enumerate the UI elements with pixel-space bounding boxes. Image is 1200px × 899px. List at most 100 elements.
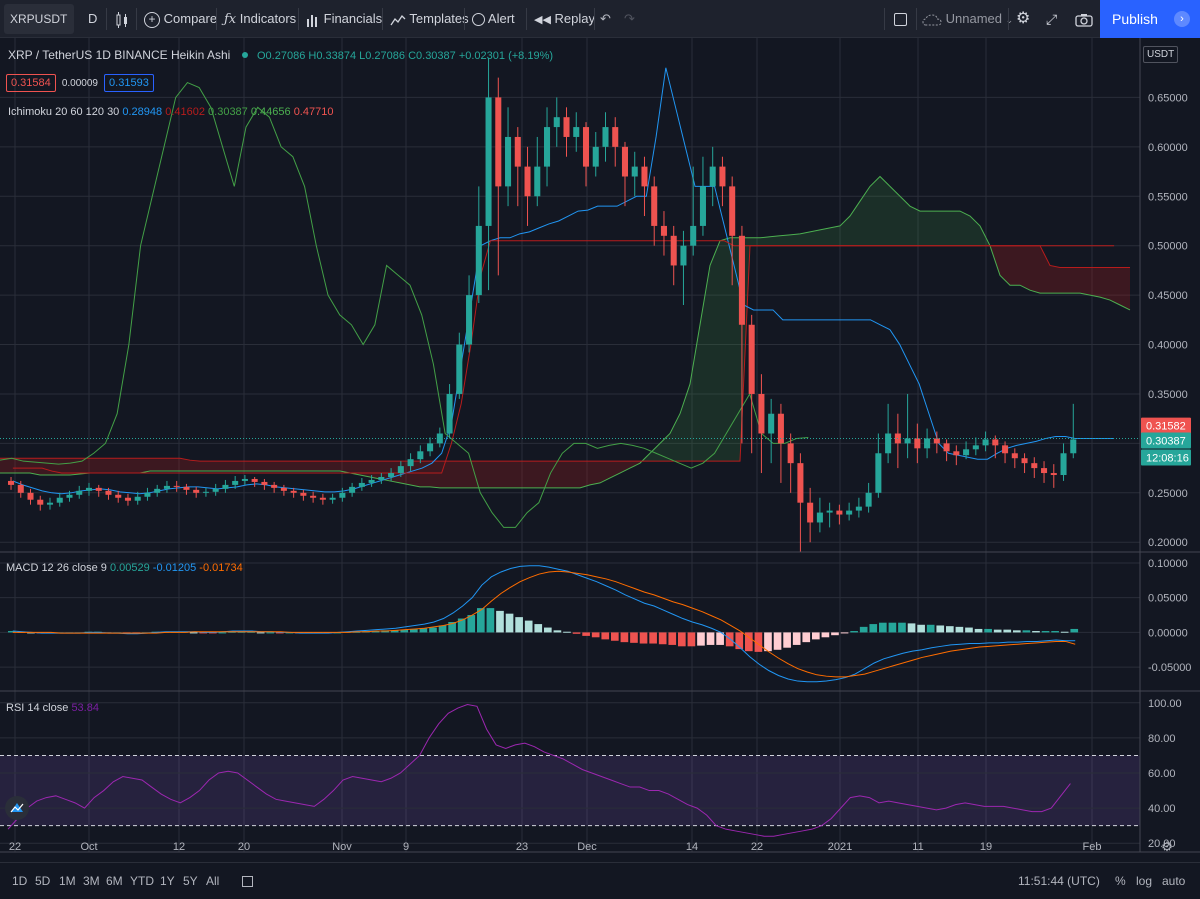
date-range-button[interactable]: [242, 863, 253, 899]
bottom-bar: 1D 5D 1M 3M 6M YTD 1Y 5Y All 11:51:44 (UTC) % lo…: [0, 862, 1200, 899]
candle-body: [183, 486, 190, 490]
cloud-segment: [0, 458, 10, 474]
candle-body: [37, 499, 44, 505]
ask-button[interactable]: 0.31593: [104, 74, 154, 92]
candle-body: [582, 127, 590, 167]
layout-name-button[interactable]: Unnamed ⌄: [922, 0, 1013, 38]
tradingview-logo[interactable]: [5, 796, 29, 820]
cloud-segment: [1070, 267, 1080, 294]
compare-label: Compare: [163, 11, 218, 26]
candle-body: [339, 492, 346, 498]
camera-icon: [1075, 13, 1093, 27]
macd-tick-label: 0.10000: [1148, 558, 1188, 570]
candle-body: [17, 484, 24, 493]
macd-histogram-bar: [850, 631, 858, 633]
alert-label: Alert: [487, 11, 515, 26]
candle-body: [1021, 458, 1028, 464]
candle-body: [982, 439, 989, 446]
settings-button[interactable]: ⚙: [1016, 0, 1030, 38]
macd-histogram-bar: [572, 632, 581, 634]
replay-button[interactable]: ◀◀ Replay: [534, 0, 595, 38]
templates-button[interactable]: Templates: [390, 0, 469, 38]
log-toggle[interactable]: log: [1136, 874, 1153, 888]
range-button-5d[interactable]: 5D: [35, 874, 51, 888]
candle-body: [592, 146, 599, 167]
range-button-ytd[interactable]: YTD: [130, 874, 154, 888]
candle-body: [963, 449, 970, 456]
layout-toggle[interactable]: [894, 0, 907, 38]
range-button-5y[interactable]: 5Y: [183, 874, 198, 888]
percent-toggle[interactable]: %: [1115, 874, 1126, 888]
bar-style-button[interactable]: [114, 0, 130, 38]
kijun-line: [12, 240, 1115, 474]
macd-histogram-bar: [524, 620, 533, 633]
cloud-segment: [910, 206, 920, 246]
fullscreen-button[interactable]: ⤢: [1046, 0, 1057, 38]
compare-button[interactable]: + Compare: [144, 0, 217, 38]
cloud-segment: [1020, 245, 1030, 291]
interval-button[interactable]: D: [88, 11, 98, 26]
chart-canvas[interactable]: 0.10000 0.05000 0.00000 -0.05000 100.00 80.0…: [0, 38, 1200, 862]
time-tick-label: 14: [686, 841, 698, 853]
macd-line-value: -0.01205: [152, 562, 197, 574]
rsi-tick-label: 40.00: [1148, 803, 1176, 815]
candle-body: [865, 492, 872, 507]
cloud-segment: [340, 461, 350, 474]
clock-readout[interactable]: 11:51:44 (UTC): [1018, 874, 1100, 888]
axis-settings-icon: ⚙: [1161, 839, 1173, 854]
macd-legend[interactable]: MACD 12 26 close 9 0.00529 -0.01205 -0.0…: [6, 562, 243, 574]
currency-badge[interactable]: USDT: [1143, 46, 1179, 63]
cloud-segment: [380, 461, 390, 481]
candles-icon: [116, 11, 127, 28]
range-button-6m[interactable]: 6M: [106, 874, 123, 888]
publish-button[interactable]: Publish ›: [1100, 0, 1200, 38]
macd-histogram-bar: [448, 622, 456, 633]
candle-body: [1070, 439, 1077, 454]
symbol-search[interactable]: XRPUSDT: [4, 4, 74, 34]
price-tick-label: 0.20000: [1148, 537, 1188, 549]
redo-icon: ↷: [624, 11, 635, 26]
range-button-1y[interactable]: 1Y: [160, 874, 175, 888]
divider: [916, 8, 917, 30]
alert-button[interactable]: Alert: [472, 0, 515, 38]
chart-area[interactable]: 0.10000 0.05000 0.00000 -0.05000 100.00 80.0…: [0, 38, 1200, 862]
macd-histogram-bar: [419, 628, 428, 633]
redo-button[interactable]: ↷: [624, 0, 635, 38]
range-button-1d[interactable]: 1D: [12, 874, 28, 888]
financials-button[interactable]: Financials: [306, 0, 382, 38]
cloud-segment: [100, 458, 110, 474]
bid-button[interactable]: 0.31584: [6, 74, 56, 92]
cloud-segment: [370, 461, 380, 479]
auto-toggle[interactable]: auto: [1162, 874, 1186, 888]
cloud-segment: [960, 211, 970, 246]
snapshot-button[interactable]: [1075, 0, 1093, 38]
divider: [526, 8, 527, 30]
cloud-segment: [580, 461, 590, 488]
macd-histogram-bar: [582, 632, 590, 636]
rsi-legend[interactable]: RSI 14 close 53.84: [6, 702, 99, 714]
cloud-segment: [540, 461, 550, 488]
macd-histogram-bar: [735, 632, 744, 650]
ichimoku-legend[interactable]: Ichimoku 20 60 120 30 0.28948 0.41602 0.…: [8, 106, 333, 118]
cloud-segment: [650, 443, 660, 462]
candle-body: [719, 166, 726, 187]
plus-circle-icon: +: [144, 11, 160, 28]
cloud-segment: [880, 176, 890, 246]
cloud-segment: [360, 461, 370, 477]
publish-label: Publish: [1112, 11, 1158, 27]
candle-body: [885, 433, 892, 454]
replay-label: Replay: [554, 11, 596, 26]
candle-body: [768, 413, 775, 434]
range-button-all[interactable]: All: [206, 874, 220, 888]
price-tags: 0.31582 0.30387 12:08:16: [1141, 417, 1191, 466]
macd-histogram-bar: [390, 630, 399, 633]
indicators-button[interactable]: ƒx Indicators: [224, 0, 296, 38]
range-button-1m[interactable]: 1M: [59, 874, 76, 888]
macd-histogram-bar: [218, 632, 227, 634]
macd-hist-value: 0.00529: [109, 562, 150, 574]
candle-body: [875, 453, 882, 493]
undo-button[interactable]: ↶: [600, 0, 611, 38]
range-button-3m[interactable]: 3M: [83, 874, 100, 888]
macd-histogram-bar: [773, 632, 782, 650]
time-tick-label: 2021: [828, 841, 852, 853]
